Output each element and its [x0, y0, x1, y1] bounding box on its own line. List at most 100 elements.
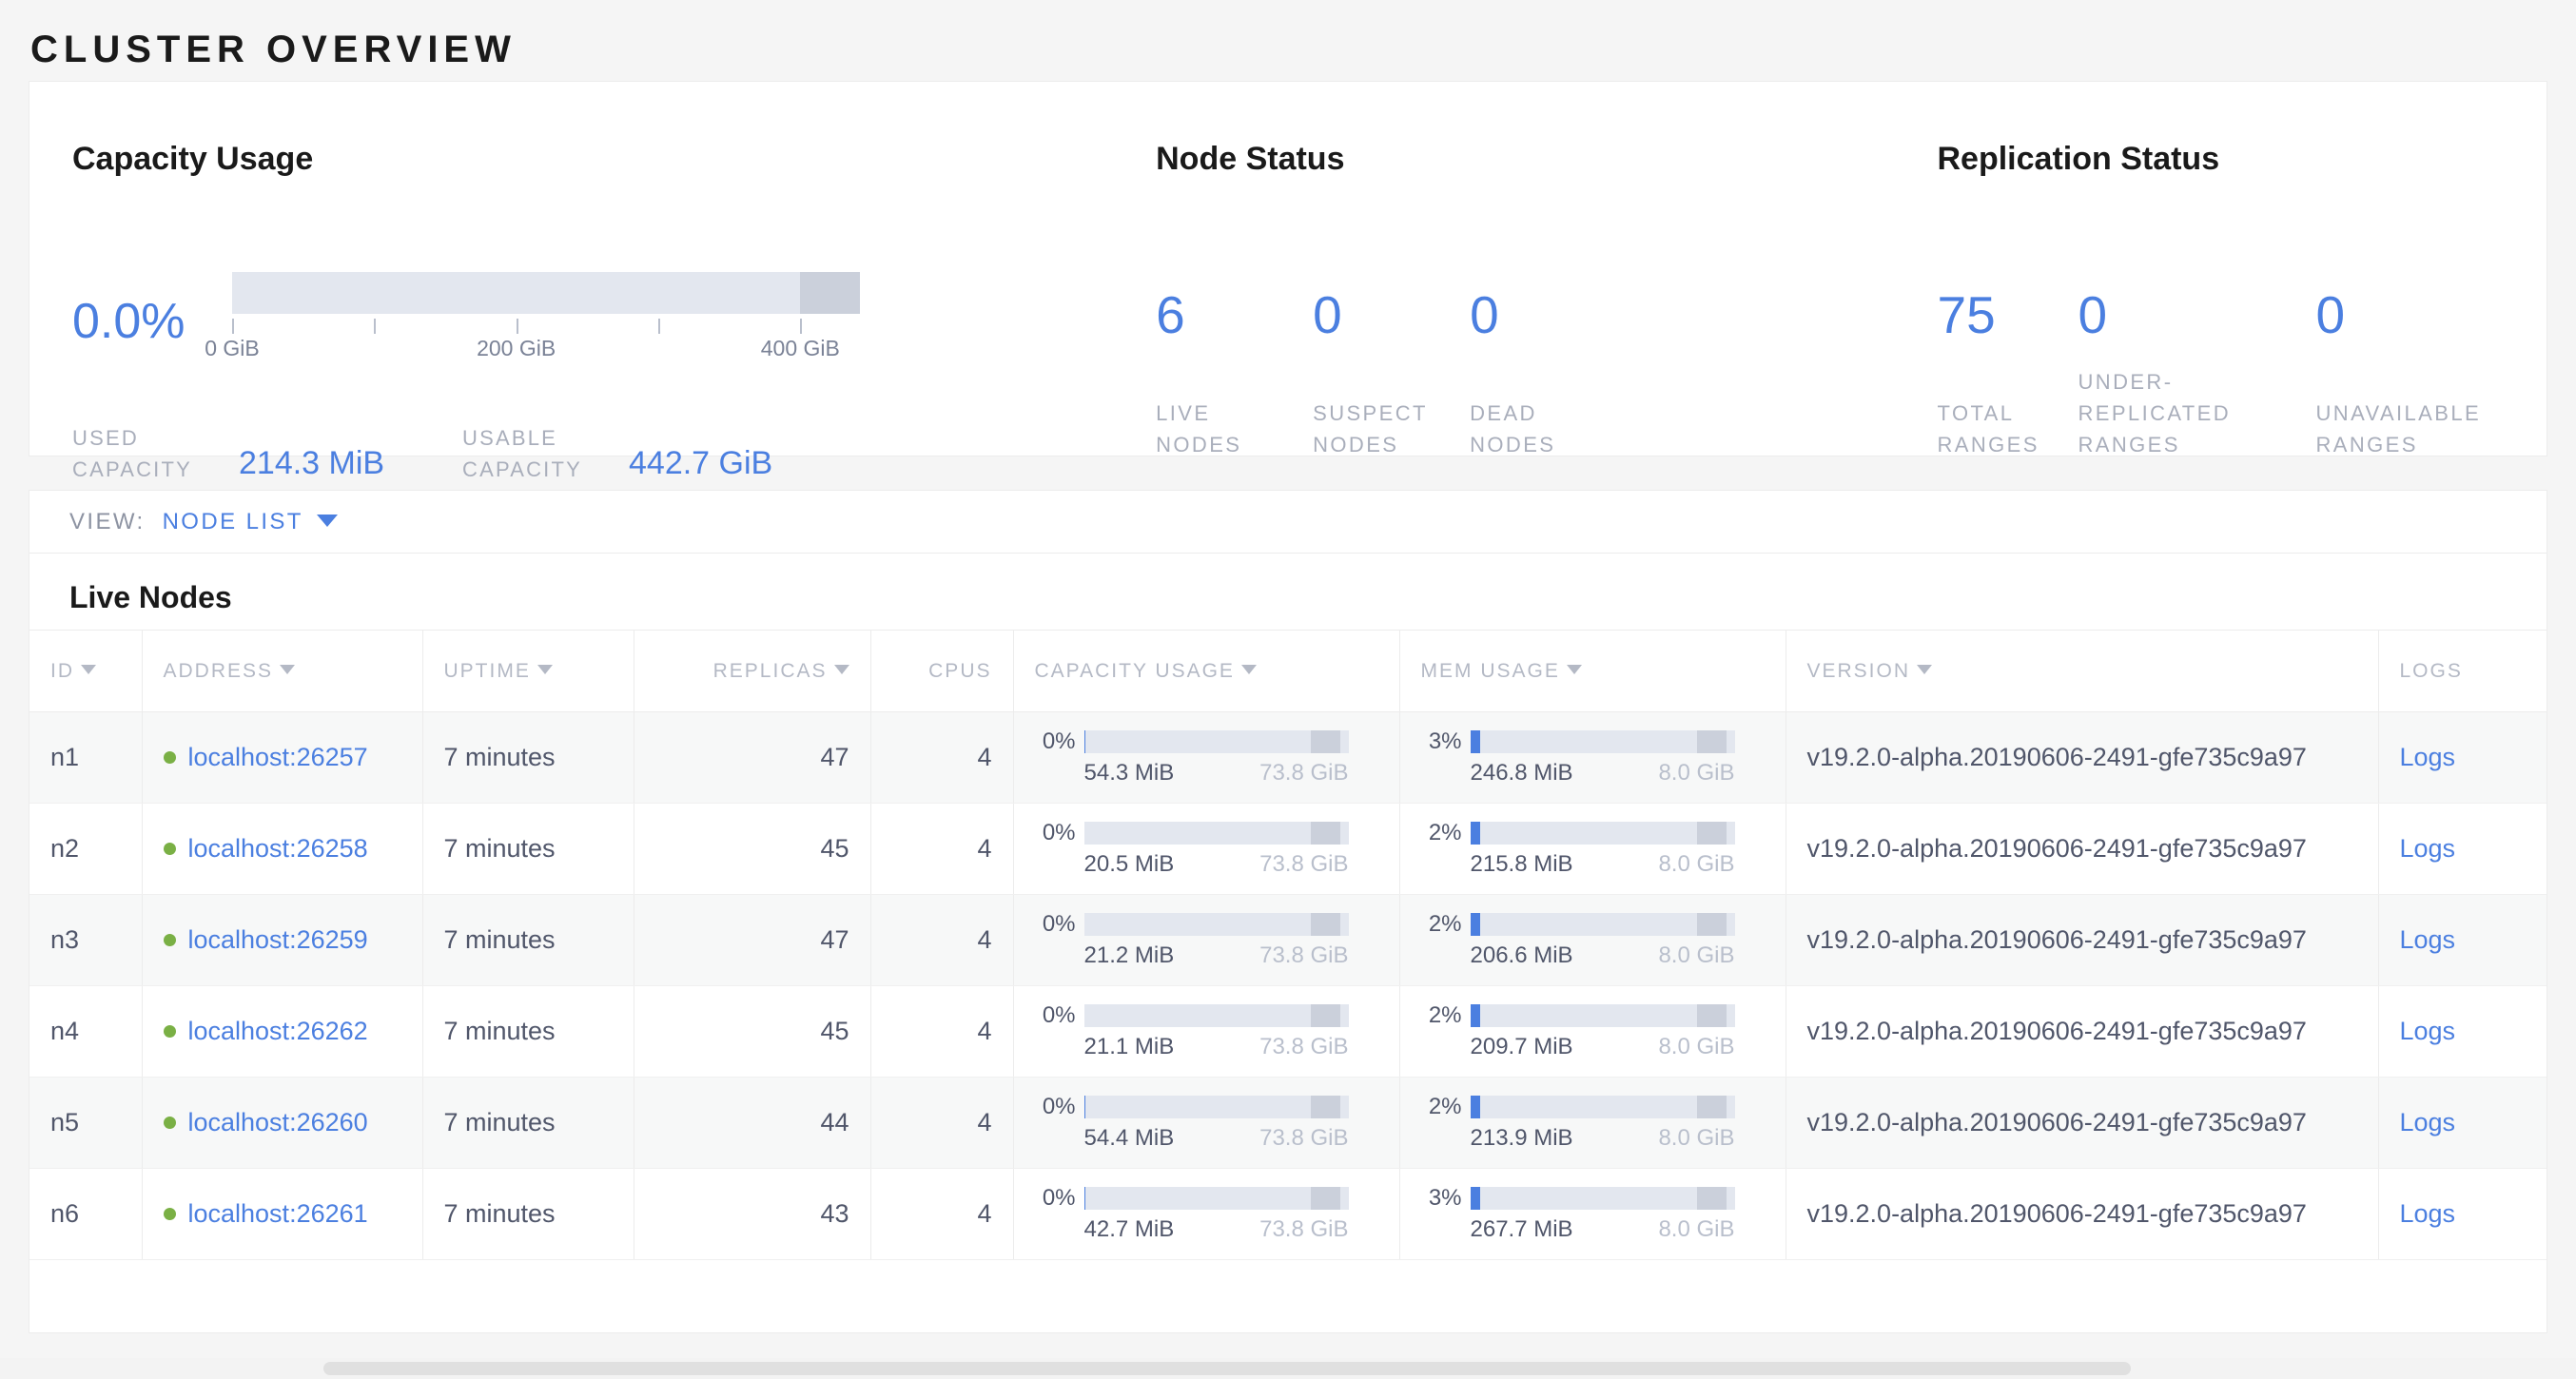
column-header-uptime[interactable]: UPTIME: [422, 630, 634, 712]
view-selector-dropdown[interactable]: NODE LIST: [163, 509, 338, 535]
capacity-gauge: 0 GiB 200 GiB 400 GiB: [205, 272, 860, 362]
node-status-stat-value: 0: [1470, 285, 1499, 344]
mem-bar-percent: 3%: [1428, 728, 1462, 754]
cell-replicas: 43: [634, 1168, 871, 1260]
capacity-bar-widget: 0% 54.3 MiB 73.8 GiB: [1035, 728, 1349, 787]
capacity-axis-labels: 0 GiB 200 GiB 400 GiB: [205, 336, 898, 362]
table-row: n6 localhost:26261 7 minutes 43 4 0% 42.7 MiB 7…: [29, 1168, 2547, 1260]
logs-link[interactable]: Logs: [2399, 925, 2456, 954]
sort-caret-icon[interactable]: [1240, 664, 1257, 674]
mem-bar-widget: 3% 267.7 MiB 8.0 GiB: [1421, 1185, 1735, 1243]
node-address-link[interactable]: localhost:26259: [187, 925, 368, 954]
cell-cpus: 4: [870, 1168, 1014, 1260]
logs-link[interactable]: Logs: [2399, 1017, 2456, 1045]
capacity-axis-tick: [657, 319, 660, 334]
capacity-bar-unusable: [1311, 730, 1341, 753]
capacity-bar-widget: 0% 21.2 MiB 73.8 GiB: [1035, 911, 1349, 969]
cell-cpus: 4: [870, 894, 1014, 986]
capacity-bar-widget: 0% 54.4 MiB 73.8 GiB: [1035, 1094, 1349, 1152]
column-header-id[interactable]: ID: [29, 630, 143, 712]
cell-version: v19.2.0-alpha.20190606-2491-gfe735c9a97: [1786, 1168, 2379, 1260]
sort-caret-icon[interactable]: [833, 664, 849, 674]
mem-used-label: 267.7 MiB: [1470, 1216, 1573, 1242]
cell-address: localhost:26262: [142, 985, 423, 1078]
node-address-link[interactable]: localhost:26258: [187, 834, 368, 863]
cell-mem-usage: 2% 206.6 MiB 8.0 GiB: [1399, 894, 1786, 986]
capacity-axis-tick: [800, 319, 803, 334]
sort-caret-icon[interactable]: [1917, 664, 1933, 674]
node-address-link[interactable]: localhost:26260: [187, 1108, 368, 1136]
address-cell-content: localhost:26261: [163, 1199, 401, 1229]
logs-link[interactable]: Logs: [2399, 1199, 2456, 1228]
column-header-capacity[interactable]: CAPACITY USAGE: [1013, 630, 1400, 712]
column-header-label: LOGS: [2399, 659, 2463, 682]
node-address-link[interactable]: localhost:26262: [187, 1017, 368, 1045]
column-header-version[interactable]: VERSION: [1786, 630, 2379, 712]
cell-version: v19.2.0-alpha.20190606-2491-gfe735c9a97: [1786, 711, 2379, 804]
mem-bar-row: 2%: [1421, 1094, 1735, 1120]
mem-bar-labels: 213.9 MiB 8.0 GiB: [1421, 1125, 1735, 1152]
usable-capacity-stat: USABLE CAPACITY 442.7 GiB: [462, 422, 852, 485]
capacity-axis-tick-label: 0 GiB: [205, 336, 260, 360]
mem-bar-labels: 246.8 MiB 8.0 GiB: [1421, 760, 1735, 787]
node-live-status-dot-icon: [163, 751, 176, 764]
capacity-used-label: 54.4 MiB: [1083, 1125, 1175, 1151]
column-header-address[interactable]: ADDRESS: [142, 630, 423, 712]
mem-bar-widget: 2% 215.8 MiB 8.0 GiB: [1421, 820, 1735, 878]
horizontal-scrollbar[interactable]: [0, 1358, 2576, 1379]
cell-mem-usage: 2% 215.8 MiB 8.0 GiB: [1399, 803, 1786, 895]
mem-bar-labels: 215.8 MiB 8.0 GiB: [1421, 851, 1735, 878]
sort-caret-icon[interactable]: [537, 664, 553, 674]
capacity-bar-track: [1083, 1096, 1349, 1118]
cell-version: v19.2.0-alpha.20190606-2491-gfe735c9a97: [1786, 985, 2379, 1078]
mem-bar-used: [1470, 1004, 1480, 1027]
capacity-total-label: 73.8 GiB: [1259, 1034, 1349, 1059]
used-capacity-label-line1: USED: [72, 426, 139, 450]
logs-link[interactable]: Logs: [2399, 834, 2456, 863]
capacity-bar-percent: 0%: [1042, 820, 1076, 845]
replication-status-stat-label: UNDER- REPLICATED RANGES: [2078, 370, 2232, 456]
address-cell-content: localhost:26259: [163, 925, 401, 955]
live-nodes-table: ID ADDRESS UPTIME REPLICAS CPUS CAPACITY USAG…: [29, 630, 2547, 1260]
column-header-mem[interactable]: MEM USAGE: [1399, 630, 1786, 712]
capacity-total-label: 73.8 GiB: [1259, 1216, 1349, 1242]
logs-link[interactable]: Logs: [2399, 743, 2456, 771]
cell-version: v19.2.0-alpha.20190606-2491-gfe735c9a97: [1786, 894, 2379, 986]
cell-logs: Logs: [2378, 1077, 2547, 1169]
capacity-bar-track: [1083, 730, 1349, 753]
mem-bar-track: [1470, 1096, 1735, 1118]
table-row: n4 localhost:26262 7 minutes 45 4 0% 21.1 MiB 7…: [29, 985, 2547, 1078]
live-nodes-heading: Live Nodes: [69, 580, 232, 614]
table-row: n3 localhost:26259 7 minutes 47 4 0% 21.2 MiB 7…: [29, 894, 2547, 986]
cell-logs: Logs: [2378, 1168, 2547, 1260]
node-address-link[interactable]: localhost:26261: [187, 1199, 368, 1228]
sort-caret-icon[interactable]: [81, 664, 96, 674]
capacity-bar-labels: 21.2 MiB 73.8 GiB: [1035, 942, 1349, 969]
capacity-bar-widget: 0% 20.5 MiB 73.8 GiB: [1035, 820, 1349, 878]
usable-capacity-value: 442.7 GiB: [629, 445, 773, 481]
horizontal-scrollbar-thumb[interactable]: [323, 1362, 2131, 1375]
capacity-bar-track: [1083, 1187, 1349, 1210]
capacity-bar-track: [1083, 913, 1349, 936]
cell-address: localhost:26259: [142, 894, 423, 986]
cell-replicas: 45: [634, 985, 871, 1078]
capacity-bar-widget: 0% 21.1 MiB 73.8 GiB: [1035, 1002, 1349, 1060]
capacity-bar-row: 0%: [1035, 911, 1349, 938]
capacity-usage-section: Capacity Usage 0.0% 0 GiB 200 GiB 400 GiB …: [29, 82, 1127, 481]
node-address-link[interactable]: localhost:26257: [187, 743, 368, 771]
column-header-label: MEM USAGE: [1420, 659, 1560, 682]
mem-bar-percent: 2%: [1428, 1094, 1462, 1119]
node-status-heading: Node Status: [1156, 141, 1345, 177]
replication-status-stat-value: 75: [1937, 285, 1996, 344]
capacity-percent: 0.0%: [72, 294, 185, 349]
view-bar: VIEW: NODE LIST: [29, 490, 2547, 554]
capacity-axis-ticks: [232, 319, 860, 336]
column-header-replicas[interactable]: REPLICAS: [634, 630, 871, 712]
logs-link[interactable]: Logs: [2399, 1108, 2456, 1136]
sort-caret-icon[interactable]: [1566, 664, 1582, 674]
replication-status-stat-label: UNAVAILABLE RANGES: [2315, 401, 2482, 456]
mem-total-label: 8.0 GiB: [1658, 1034, 1735, 1059]
column-header-label: CPUS: [928, 659, 992, 682]
sort-caret-icon[interactable]: [280, 664, 296, 674]
mem-used-label: 213.9 MiB: [1470, 1125, 1573, 1151]
